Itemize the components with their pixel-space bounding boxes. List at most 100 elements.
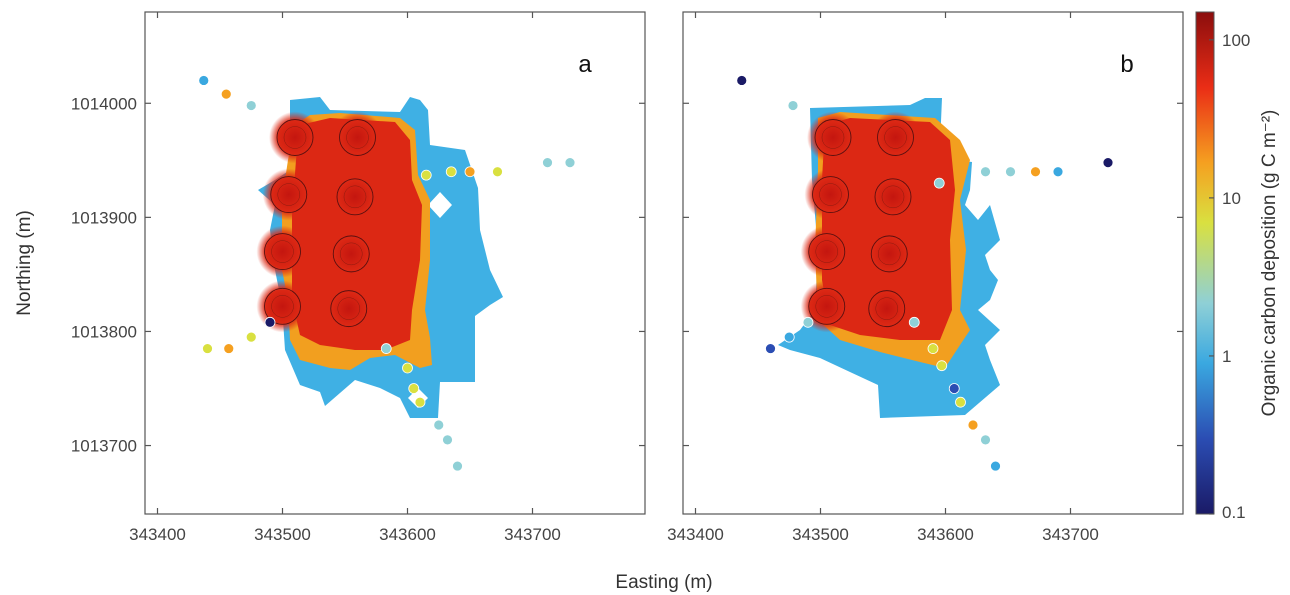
panel-a-station-point [202,343,213,354]
panel-b-cage-outline [874,178,912,216]
panel-b-cage-outline [808,233,846,271]
panel-a-cage-outline [330,290,368,328]
panel-b-x-tick-label: 343500 [792,525,849,544]
panel-b-station-point [1030,166,1041,178]
panel-a-cage-inner-contour [337,297,360,320]
panel-b-station-point [967,419,979,431]
panel-b-cage-outline [814,119,852,156]
panel-b-cage-outline [870,235,908,273]
panel-a-station-point [414,396,426,408]
panel-a-x-tick-label: 343500 [254,525,311,544]
panel-b-cage-inner-contour [819,183,842,206]
panel-b-station-point [990,460,1001,472]
panel-b-x-tick-label: 343700 [1042,525,1099,544]
panel-b-station-point [955,396,966,408]
panel-a-x-tick-label: 343600 [379,525,436,544]
y-tick-label: 1013700 [71,437,137,456]
panel-a-cage-inner-contour [277,183,300,206]
panel-a-station-point [433,419,445,431]
panel-b: b 343400 343500 343600 343700 [667,11,1184,544]
panel-b-cage-inner-contour [815,240,838,263]
panel-a-cage-inner-contour [283,126,307,149]
colorbar-ticks: 0.1 1 10 100 [1209,31,1250,522]
panel-b-plot-area [736,75,1114,472]
panel-a-station-point [564,157,576,169]
panel-b-x-tick-label: 343400 [667,525,724,544]
panel-b-station-point [933,177,945,189]
panel-a-y-axis: 1013700 1013800 1013900 1014000 [71,94,645,456]
panel-b-station-point [765,343,776,354]
panel-b-station-point [783,331,795,343]
panel-a-station-point [380,343,392,354]
panel-a-station-point [492,166,503,178]
panel-b-station-point [927,343,939,354]
panel-b-y-axis [683,102,1183,447]
panel-b-station-point [1052,166,1064,178]
panel-a-cage-outline [276,119,314,156]
panel-a-station-point [220,88,232,100]
panel-a-cage-inner-contour [271,240,294,263]
panel-b-cage-inner-contour [821,126,845,149]
panel-a-station-point [245,100,257,111]
panel-a-x-tick-label: 343700 [504,525,561,544]
panel-a-cage-outline [264,287,301,325]
panel-a-cage-inner-contour [340,242,363,266]
panel-a-station-point [223,343,235,354]
panel-a-station-point [420,169,432,181]
y-tick-label: 1013800 [71,322,137,341]
panel-a-cage-outline [339,119,376,156]
panel-a-plot-area [198,75,576,472]
panel-a-cage-inner-contour [271,295,294,318]
panel-a-x-tick-label: 343400 [129,525,186,544]
panel-a-cage-outline [264,233,301,271]
panel-a-station-point [464,166,476,178]
panel-b-station-point [936,360,948,372]
panel-b-cage-inner-contour [878,242,901,266]
panel-a-station-point [402,362,413,374]
panel-b-station-point [908,316,920,328]
panel-b-x-axis: 343400 343500 343600 343700 [667,12,1099,544]
panel-a-station-point [442,434,453,446]
panel-b-station-point [1102,157,1114,169]
panel-b-cages [808,119,914,328]
panel-b-cage-outline [868,290,906,328]
panel-a-contour-hole-1 [428,192,452,218]
panel-b-station-point [980,166,991,178]
panel-a-station-point [445,166,457,178]
panel-a-station-point [198,75,210,86]
colorbar-tick-label: 10 [1222,189,1241,208]
panel-a-label: a [578,51,592,78]
panel-b-station-point [802,316,814,328]
panel-b-x-tick-label: 343600 [917,525,974,544]
panel-a-cage-outline [336,178,374,216]
panel-a-x-axis: 343400 343500 343600 343700 [129,12,561,544]
panel-a-station-point [452,460,463,472]
panel-a-cage-inner-contour [346,126,369,149]
colorbar-tick-label: 100 [1222,31,1250,50]
panel-b-frame [682,11,1184,515]
panel-b-cage-outline [877,119,914,156]
colorbar: 0.1 1 10 100 Organic carbon deposition (g C… [1195,11,1280,522]
panel-b-station-point [948,383,960,394]
panel-a-station-point [245,331,257,343]
y-tick-label: 1013900 [71,208,137,227]
colorbar-gradient [1195,11,1215,515]
x-axis-label: Easting (m) [615,572,712,593]
panel-b-station-point [787,100,799,111]
colorbar-tick-label: 0.1 [1222,503,1246,522]
panel-b-cage-inner-contour [881,185,905,209]
panel-a-station-point [542,157,553,169]
panel-a-station-point [408,383,420,394]
panel-b-cage-outline [808,287,846,325]
y-axis-label: Northing (m) [14,210,35,316]
panel-a-cage-inner-contour [343,185,367,209]
panel-a-cage-outline [270,176,308,213]
panel-b-label: b [1120,51,1133,78]
panel-b-cage-inner-contour [884,126,907,149]
panel-b-cage-inner-contour [815,295,838,318]
panel-a-station-point [264,316,276,328]
panel-b-cage-inner-contour [875,297,898,320]
colorbar-tick-label: 1 [1222,347,1231,366]
